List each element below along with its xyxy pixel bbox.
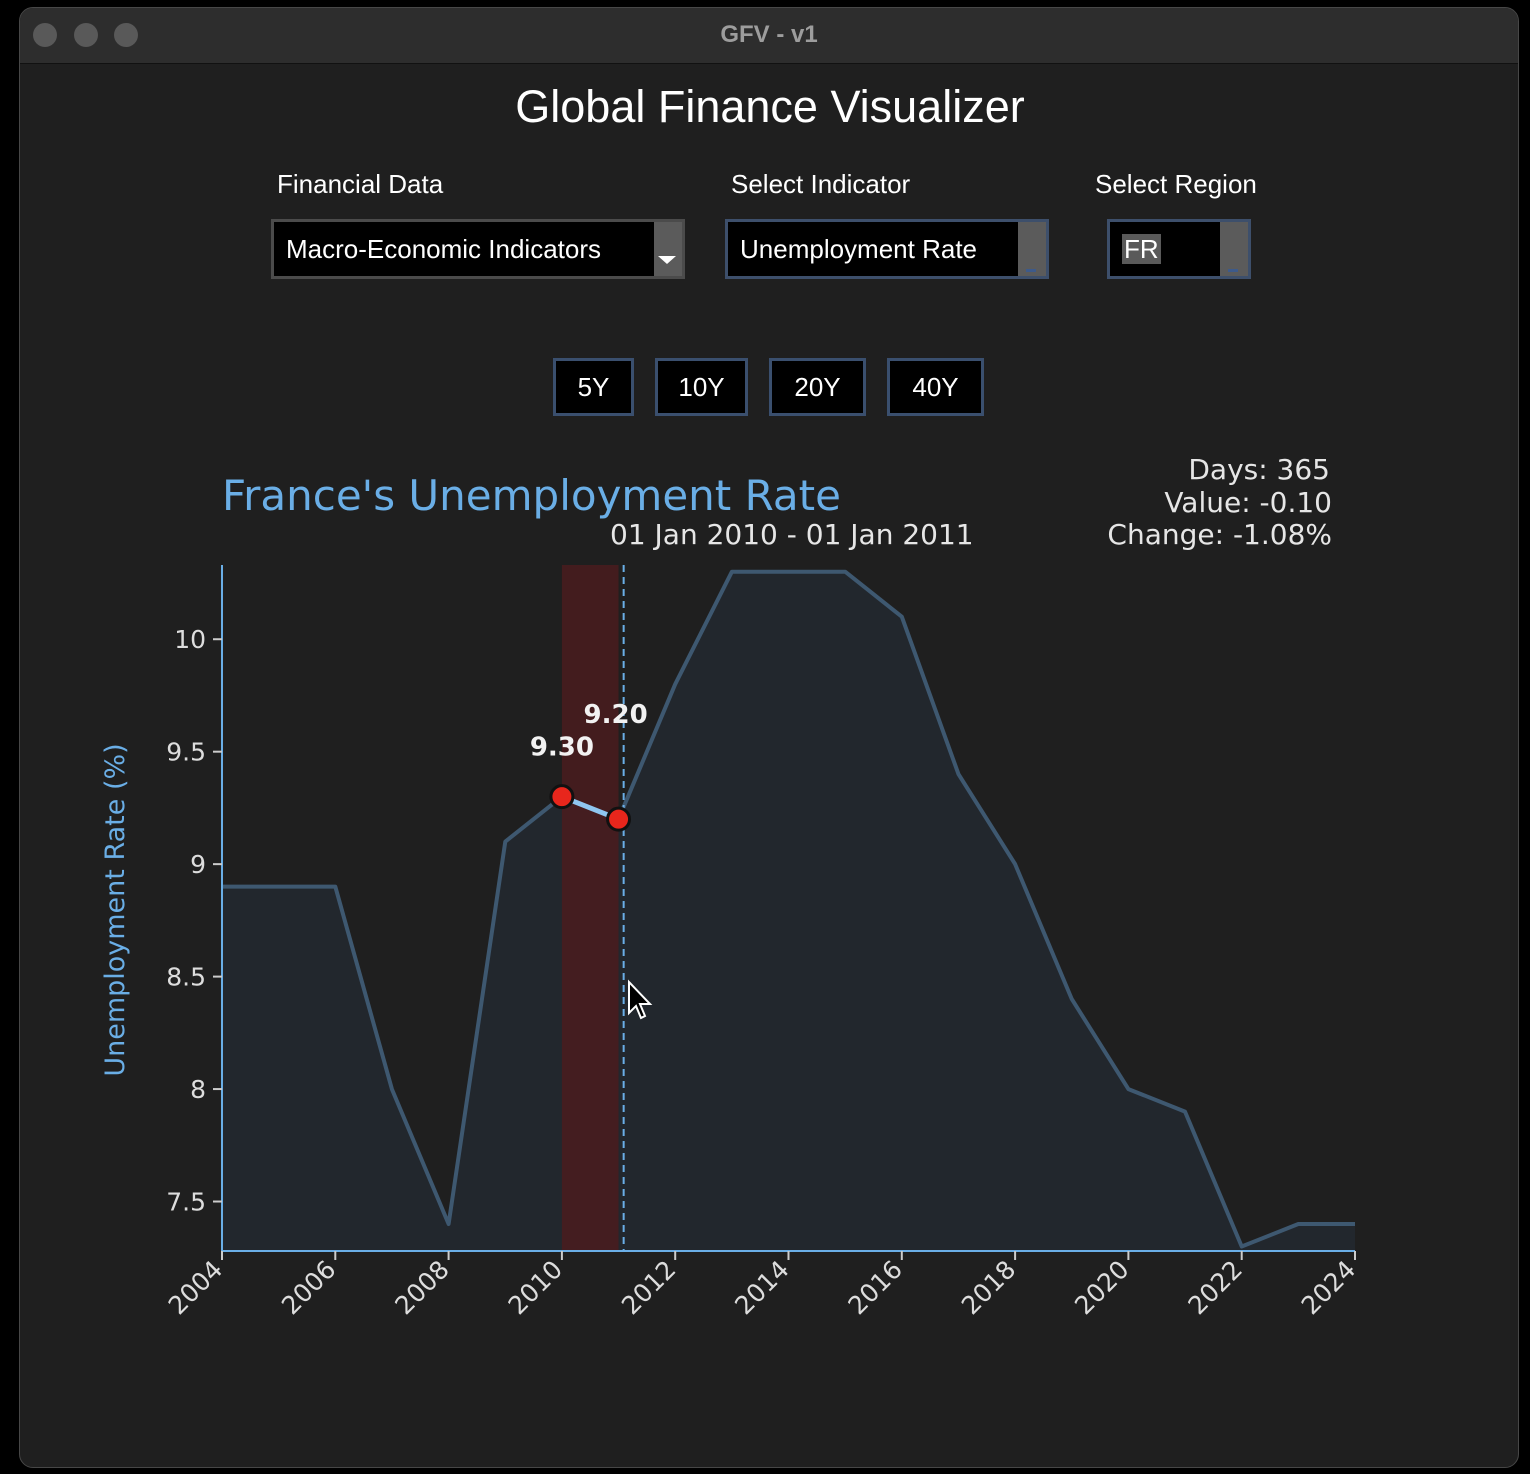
y-axis-label: Unemployment Rate (%) [100, 743, 131, 1076]
close-window-button[interactable] [33, 23, 57, 47]
area-fill [222, 571, 1355, 1251]
selection-highlight [561, 565, 619, 1251]
x-tick-label: 2004 [163, 1255, 228, 1320]
y-tick-label: 9.5 [166, 738, 206, 767]
range-40y-button[interactable]: 40Y [887, 358, 984, 416]
info-value: Value: -0.10 [1164, 486, 1332, 519]
selection-point[interactable] [606, 806, 632, 832]
chart-subtitle: 01 Jan 2010 - 01 Jan 2011 [610, 518, 974, 551]
chevron-down-icon[interactable] [1220, 222, 1248, 276]
x-tick-label: 2008 [389, 1255, 454, 1320]
y-tick-label: 9 [190, 850, 206, 879]
unemployment-chart[interactable]: France's Unemployment Rate 01 Jan 2010 -… [20, 8, 1519, 1468]
zoom-window-button[interactable] [114, 23, 138, 47]
region-dropdown[interactable]: FR [1107, 219, 1251, 279]
financial-data-label: Financial Data [277, 169, 444, 199]
x-tick-label: 2022 [1182, 1255, 1247, 1320]
app-window: GFV - v1 Global Finance Visualizer Finan… [19, 7, 1519, 1468]
app-title: Global Finance Visualizer [515, 81, 1025, 132]
chart-title: France's Unemployment Rate [222, 471, 841, 520]
x-tick-label: 2014 [729, 1255, 794, 1320]
y-tick-label: 7.5 [166, 1188, 206, 1217]
x-tick-label: 2006 [276, 1255, 341, 1320]
y-tick-label: 8 [190, 1075, 206, 1104]
indicator-value: Unemployment Rate [740, 234, 977, 264]
point-value-label: 9.30 [530, 733, 594, 763]
point-value-label: 9.20 [584, 700, 648, 730]
financial-data-dropdown[interactable]: Macro-Economic Indicators [271, 219, 685, 279]
y-tick-label: 10 [174, 625, 206, 654]
x-tick-label: 2020 [1069, 1255, 1134, 1320]
window-title: GFV - v1 [720, 21, 818, 48]
indicator-label: Select Indicator [731, 169, 911, 199]
series-line [222, 569, 1355, 1249]
title-bar: GFV - v1 [20, 8, 1518, 64]
chevron-down-icon[interactable] [1018, 222, 1046, 276]
chevron-down-icon[interactable] [654, 222, 682, 276]
y-tick-label: 8.5 [166, 963, 206, 992]
info-days: Days: 365 [1188, 453, 1330, 486]
region-label: Select Region [1095, 169, 1257, 199]
minimize-window-button[interactable] [74, 23, 98, 47]
x-tick-label: 2016 [843, 1255, 908, 1320]
selection-point[interactable] [549, 784, 575, 810]
range-20y-button[interactable]: 20Y [769, 358, 866, 416]
financial-data-value: Macro-Economic Indicators [286, 234, 601, 264]
region-value: FR [1122, 234, 1161, 264]
range-5y-button[interactable]: 5Y [553, 358, 634, 416]
x-tick-label: 2024 [1296, 1255, 1361, 1320]
range-10y-button[interactable]: 10Y [655, 358, 748, 416]
x-tick-label: 2012 [616, 1255, 681, 1320]
x-tick-label: 2010 [503, 1255, 568, 1320]
x-tick-label: 2018 [956, 1255, 1021, 1320]
indicator-dropdown[interactable]: Unemployment Rate [725, 219, 1049, 279]
mouse-cursor-icon [628, 979, 653, 1020]
info-change: Change: -1.08% [1107, 518, 1332, 551]
